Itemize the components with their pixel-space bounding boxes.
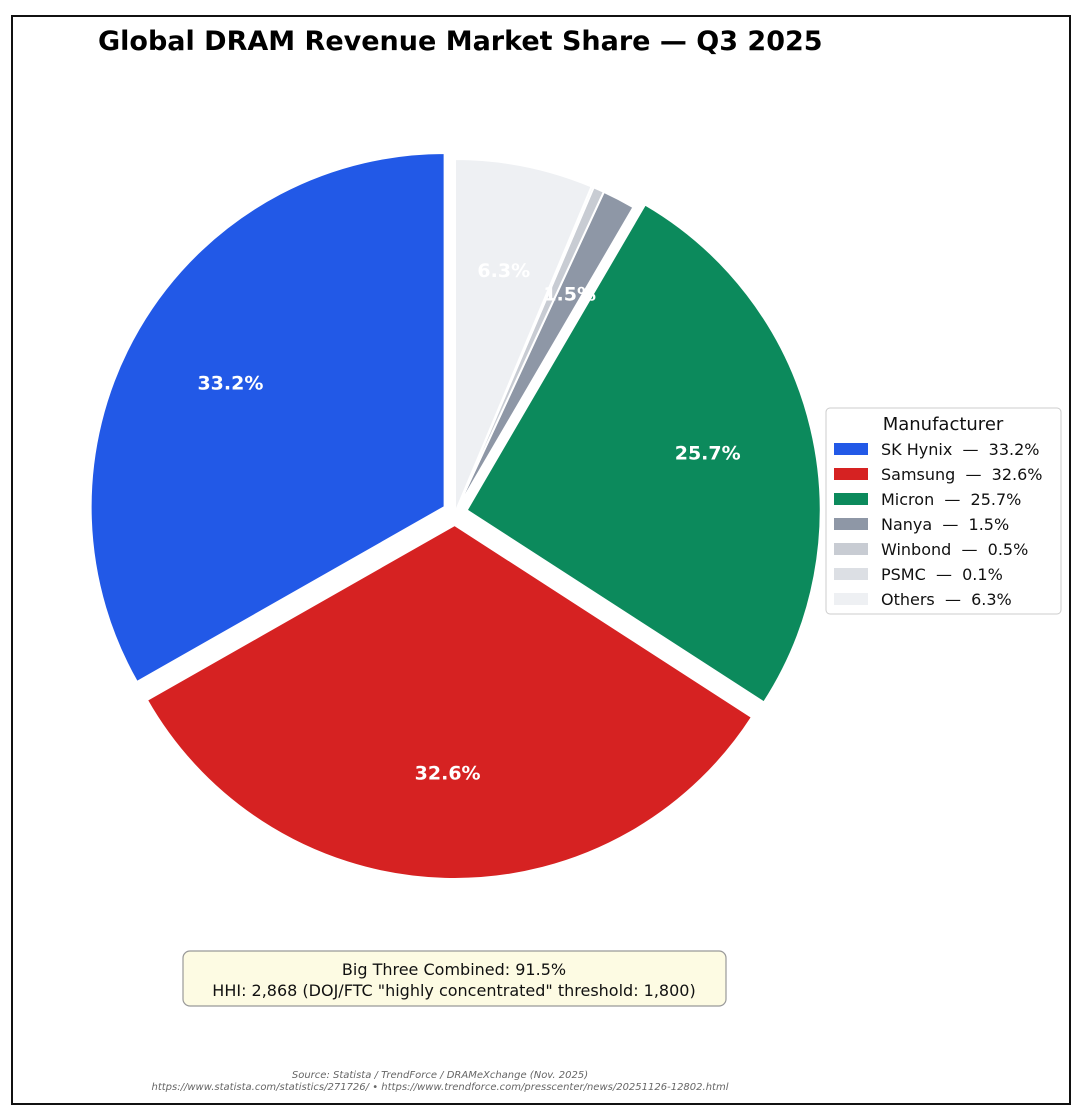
slice-label-micron: 25.7% (675, 443, 741, 465)
legend-swatch-micron (834, 493, 868, 505)
legend-label-samsung: Samsung — 32.6% (881, 465, 1043, 484)
annotation-background (182, 950, 727, 1007)
legend-swatch-winbond (834, 543, 868, 555)
annotation-line-1: Big Three Combined: 91.5% (342, 960, 566, 979)
pie-slice-others (454, 157, 593, 514)
annotation-line-2: HHI: 2,868 (DOJ/FTC "highly concentrated… (212, 981, 695, 1000)
pie-slices (89, 151, 822, 880)
legend-swatch-psmc (834, 568, 868, 580)
slice-label-samsung: 32.6% (415, 763, 481, 785)
legend-box (825, 407, 1062, 615)
legend-items: SK Hynix — 33.2% Samsung — 32.6% Micron — … (834, 440, 1043, 609)
legend-label-sk-hynix: SK Hynix — 33.2% (881, 440, 1039, 459)
slice-label-others: 6.3% (477, 260, 530, 282)
legend: Manufacturer SK Hynix — 33.2% Samsung — 3… (825, 407, 1062, 615)
pie-slice-micron (465, 203, 822, 704)
legend-swatch-samsung (834, 468, 868, 480)
pie-slice-sk-hynix (89, 151, 446, 684)
source-line-2: https://www.statista.com/statistics/2717… (152, 1082, 729, 1093)
slice-label-sk-hynix: 33.2% (197, 372, 263, 394)
legend-swatch-sk-hynix (834, 443, 868, 455)
slice-label-nanya: 1.5% (543, 283, 596, 305)
legend-label-psmc: PSMC — 0.1% (881, 565, 1003, 584)
legend-swatch-nanya (834, 518, 868, 530)
legend-label-micron: Micron — 25.7% (881, 490, 1021, 509)
legend-label-others: Others — 6.3% (881, 590, 1012, 609)
chart-title: Global DRAM Revenue Market Share — Q3 20… (98, 26, 823, 57)
slice-labels: 33.2% 32.6% 25.7% 1.5% 6.3% (197, 260, 740, 785)
legend-swatch-others (834, 593, 868, 605)
legend-title: Manufacturer (883, 414, 1004, 435)
legend-label-winbond: Winbond — 0.5% (881, 540, 1028, 559)
annotation-box: Big Three Combined: 91.5% HHI: 2,868 (DO… (182, 950, 727, 1007)
source-line-1: Source: Statista / TrendForce / DRAMeXch… (292, 1070, 588, 1081)
legend-label-nanya: Nanya — 1.5% (881, 515, 1009, 534)
pie-slice-samsung (145, 523, 754, 880)
